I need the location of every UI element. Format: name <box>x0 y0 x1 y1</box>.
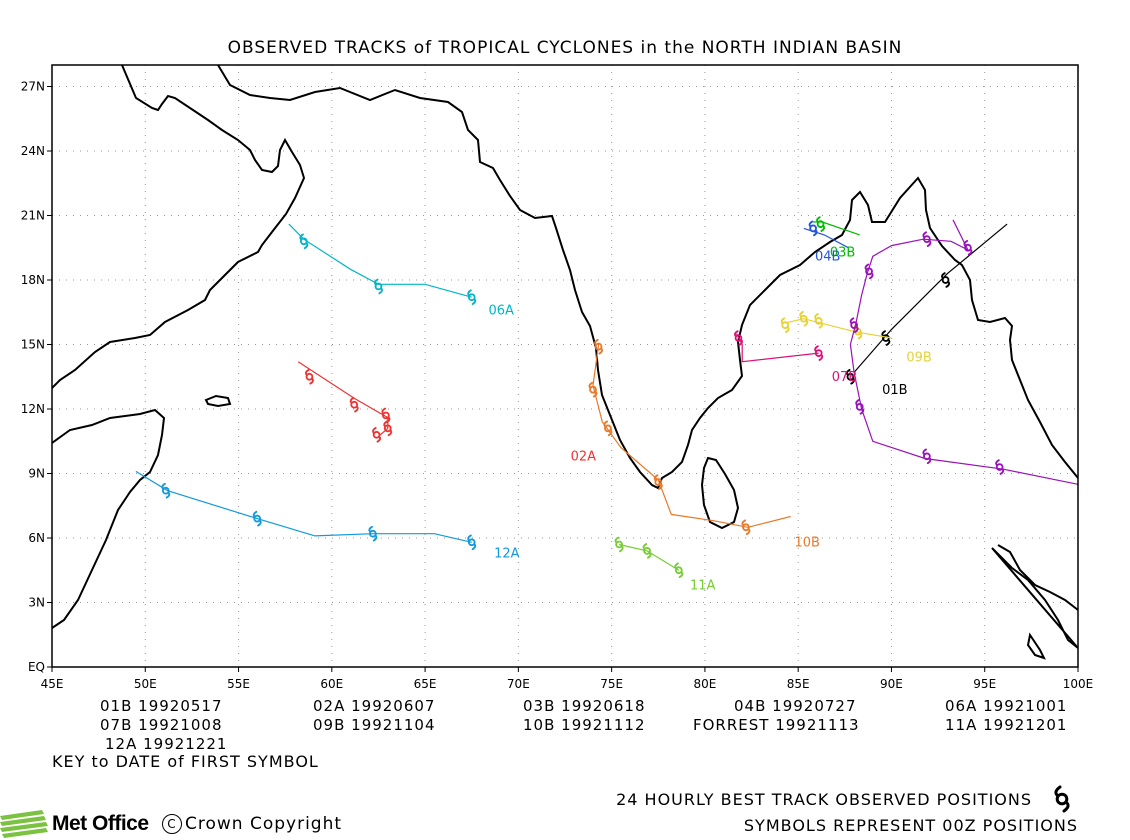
y-tick-label: 6N <box>28 531 45 545</box>
x-tick-label: 95E <box>973 677 996 691</box>
coastlines <box>52 65 1078 660</box>
storm-11a <box>614 536 684 579</box>
storm-label: 07B <box>832 370 857 385</box>
cyclone-symbol-icon <box>814 345 824 361</box>
cyclone-symbol-icon <box>372 426 382 443</box>
storm-label: 11A <box>690 579 716 594</box>
y-tick-label: EQ <box>28 660 45 674</box>
cyclone-symbol-icon <box>995 459 1005 475</box>
y-tick-label: 15N <box>21 338 45 352</box>
track-line <box>784 318 892 339</box>
storm-label: 09B <box>906 351 931 366</box>
storm-12a <box>135 470 477 551</box>
y-tick-label: 27N <box>21 80 45 94</box>
key-label: KEY to DATE of FIRST SYMBOL <box>52 752 319 771</box>
storm-02a <box>297 361 393 443</box>
track-line <box>853 223 1008 373</box>
cyclone-symbol-icon <box>373 278 383 295</box>
met-office-logo-icon <box>0 810 48 838</box>
y-tick-label: 12N <box>21 402 45 416</box>
storm-03b <box>813 216 860 236</box>
storm-label: 06A <box>489 303 515 318</box>
x-tick-label: 80E <box>693 677 716 691</box>
x-tick-label: 75E <box>600 677 623 691</box>
storm-label: 02A <box>571 450 597 465</box>
storm-06a <box>288 223 477 306</box>
legend-line-2: SYMBOLS REPRESENT 00Z POSITIONS <box>743 816 1078 835</box>
cyclone-symbol-icon <box>816 216 826 232</box>
storm-01b <box>845 223 1008 385</box>
storm-10b <box>588 338 791 536</box>
y-tick-label: 21N <box>21 209 45 223</box>
copyright: C Crown Copyright <box>162 814 342 834</box>
cyclone-symbol-icon <box>808 220 818 237</box>
cyclone-symbol-icon <box>614 536 624 553</box>
copyright-text: Crown Copyright <box>185 814 343 834</box>
cyclone-symbol-icon <box>814 313 824 329</box>
map-title: OBSERVED TRACKS of TROPICAL CYCLONES in … <box>227 38 903 58</box>
x-tick-label: 70E <box>507 677 530 691</box>
storm-label: 01B <box>882 383 907 398</box>
met-office-logo: Met Office <box>0 810 149 838</box>
x-tick-label: 90E <box>880 677 903 691</box>
x-tick-label: 55E <box>227 677 250 691</box>
track-line <box>592 344 791 528</box>
track-line <box>849 219 1078 485</box>
storm-label: 03B <box>830 245 855 260</box>
y-tick-label: 18N <box>21 273 45 287</box>
cyclone-symbol-icon <box>1054 785 1070 813</box>
track-line <box>288 223 472 298</box>
cyclone-symbol-icon <box>603 420 613 437</box>
graticule <box>52 65 1078 667</box>
storm-label: 12A <box>494 546 520 561</box>
track-line <box>135 470 472 543</box>
map-frame <box>51 64 1079 668</box>
storm-07b <box>733 330 824 363</box>
copyright-icon: C <box>162 814 182 834</box>
storm-forrest <box>849 219 1078 485</box>
cyclone-symbol-icon <box>381 407 391 424</box>
x-tick-label: 85E <box>787 677 810 691</box>
x-tick-label: 50E <box>134 677 157 691</box>
storm-label: 10B <box>794 536 819 551</box>
cyclone-symbol-icon <box>304 368 314 385</box>
track-line <box>297 361 389 436</box>
y-tick-label: 24N <box>21 144 45 158</box>
track-line <box>736 333 819 363</box>
met-office-wordmark: Met Office <box>52 812 149 835</box>
x-tick-label: 100E <box>1063 677 1094 691</box>
storm-04b <box>803 220 849 249</box>
storm-label: 04B <box>815 250 840 265</box>
y-tick-label: 3N <box>28 596 45 610</box>
cyclone-symbol-icon <box>963 239 973 256</box>
y-tick-label: 9N <box>28 467 45 481</box>
x-tick-label: 65E <box>414 677 437 691</box>
cyclone-symbol-icon <box>780 317 790 333</box>
legend-line-1: 24 HOURLY BEST TRACK OBSERVED POSITIONS <box>616 790 1032 809</box>
cyclone-symbol-icon <box>922 448 932 465</box>
cyclone-symbol-icon <box>467 534 477 551</box>
track-line <box>618 543 680 571</box>
cyclone-symbol-icon <box>161 482 171 499</box>
cyclone-symbol-icon <box>467 289 477 306</box>
x-tick-label: 60E <box>320 677 343 691</box>
x-tick-label: 45E <box>41 677 64 691</box>
storm-09b <box>780 310 892 340</box>
cyclone-symbol-icon <box>299 233 309 250</box>
